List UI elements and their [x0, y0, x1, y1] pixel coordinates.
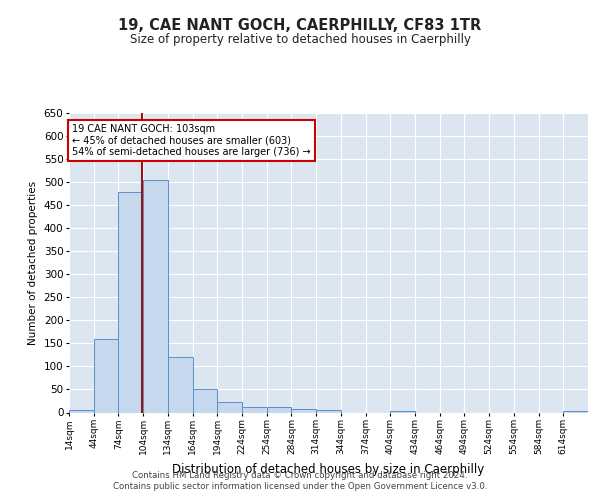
Bar	[316, 410, 341, 412]
Text: 19 CAE NANT GOCH: 103sqm
← 45% of detached houses are smaller (603)
54% of semi-: 19 CAE NANT GOCH: 103sqm ← 45% of detach…	[72, 124, 311, 157]
Text: 19, CAE NANT GOCH, CAERPHILLY, CF83 1TR: 19, CAE NANT GOCH, CAERPHILLY, CF83 1TR	[118, 18, 482, 32]
Bar	[69, 410, 94, 412]
Bar	[168, 357, 193, 412]
Text: Contains HM Land Registry data © Crown copyright and database right 2024.: Contains HM Land Registry data © Crown c…	[132, 471, 468, 480]
Bar	[242, 406, 267, 412]
Bar	[563, 410, 588, 412]
Bar	[193, 390, 217, 412]
Bar	[267, 407, 292, 412]
Text: Contains public sector information licensed under the Open Government Licence v3: Contains public sector information licen…	[113, 482, 487, 491]
Text: Size of property relative to detached houses in Caerphilly: Size of property relative to detached ho…	[130, 32, 470, 46]
Bar	[292, 409, 316, 412]
X-axis label: Distribution of detached houses by size in Caerphilly: Distribution of detached houses by size …	[172, 462, 485, 475]
Y-axis label: Number of detached properties: Number of detached properties	[28, 180, 38, 344]
Bar	[94, 338, 118, 412]
Bar	[118, 192, 143, 412]
Bar	[217, 402, 242, 412]
Bar	[390, 410, 415, 412]
Bar	[143, 180, 168, 412]
